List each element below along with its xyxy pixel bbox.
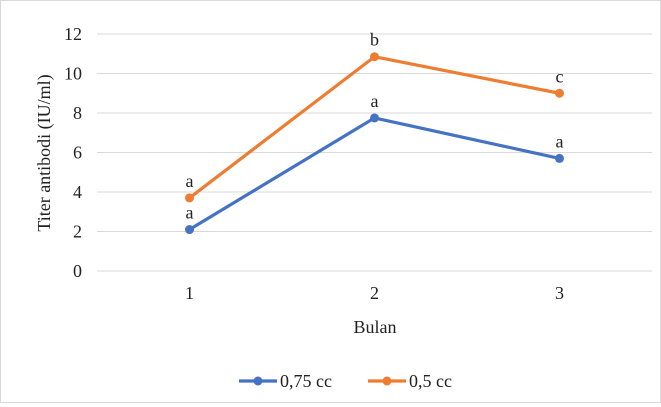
x-tick-label: 1 (185, 283, 194, 303)
series-line (187, 116, 562, 232)
x-axis-title: Bulan (354, 317, 397, 337)
series-group (185, 52, 564, 235)
x-axis-ticks: 1 2 3 (185, 283, 564, 303)
legend-label: 0,5 cc (409, 371, 452, 391)
legend: 0,75 cc 0,5 cc (239, 371, 452, 391)
y-tick-label: 10 (64, 64, 82, 84)
data-point (555, 153, 564, 163)
gridlines (97, 33, 652, 272)
y-tick-label: 8 (73, 103, 82, 123)
data-point (185, 225, 194, 235)
data-label: b (370, 30, 379, 50)
legend-swatch-marker (382, 376, 392, 386)
data-label: a (556, 131, 564, 151)
y-tick-label: 2 (73, 222, 82, 242)
y-axis-ticks: 0 2 4 6 8 10 12 (64, 24, 82, 281)
data-label: a (186, 171, 194, 191)
y-tick-label: 6 (73, 143, 82, 163)
legend-label: 0,75 cc (280, 371, 332, 391)
data-point (555, 88, 564, 98)
legend-swatch-marker (253, 376, 263, 386)
series-line (187, 55, 562, 200)
y-tick-label: 0 (73, 261, 82, 281)
data-point (185, 193, 194, 203)
data-label: a (186, 203, 194, 223)
data-point (370, 113, 379, 123)
data-label: c (556, 66, 564, 86)
x-tick-label: 3 (555, 283, 564, 303)
y-axis-title: Titer antibodi (IU/ml) (34, 74, 55, 231)
data-label: a (371, 91, 379, 111)
x-tick-label: 2 (370, 283, 379, 303)
y-tick-label: 4 (73, 182, 82, 202)
data-point (370, 52, 379, 62)
y-tick-label: 12 (64, 24, 82, 44)
